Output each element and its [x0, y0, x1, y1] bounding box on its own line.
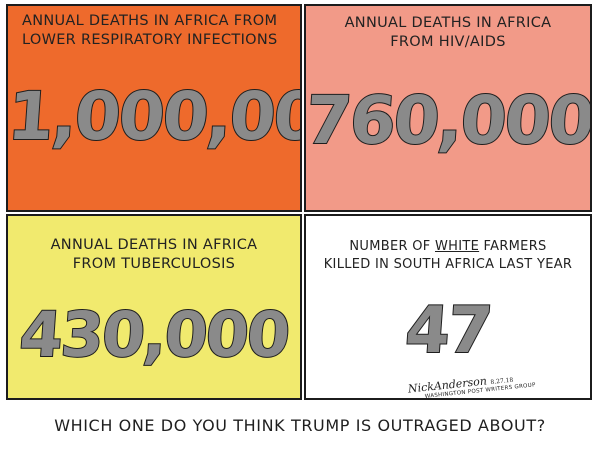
panel-caption: ANNUAL DEATHS IN AFRICA FROM LOWER RESPI…: [22, 13, 278, 48]
caption-underlined-word: WHITE: [435, 239, 480, 254]
death-count-figure: 760,000: [304, 81, 592, 160]
cartoon-question: WHICH ONE DO YOU THINK TRUMP IS OUTRAGED…: [54, 416, 546, 435]
panel-caption: ANNUAL DEATHS IN AFRICA FROM HIV/AIDS: [344, 15, 552, 50]
cartoon-frame: ANNUAL DEATHS IN AFRICA FROM LOWER RESPI…: [6, 4, 592, 404]
caption-pre: NUMBER OF: [349, 239, 435, 254]
death-count-figure: 430,000: [16, 297, 291, 372]
panel-caption: ANNUAL DEATHS IN AFRICA FROM TUBERCULOSI…: [50, 237, 258, 272]
caption-post: FARMERS KILLED IN SOUTH AFRICA LAST YEAR: [323, 239, 573, 272]
panel-white-farmers: NUMBER OF WHITE FARMERS KILLED IN SOUTH …: [304, 214, 592, 400]
panel-tuberculosis: ANNUAL DEATHS IN AFRICA FROM TUBERCULOSI…: [6, 214, 302, 400]
panel-respiratory-infections: ANNUAL DEATHS IN AFRICA FROM LOWER RESPI…: [6, 4, 302, 212]
panel-hiv-aids: ANNUAL DEATHS IN AFRICA FROM HIV/AIDS 76…: [304, 4, 592, 212]
panel-caption: NUMBER OF WHITE FARMERS KILLED IN SOUTH …: [314, 238, 582, 274]
death-count-figure: 47: [402, 293, 494, 369]
death-count-figure: 1,000,000: [6, 77, 302, 156]
